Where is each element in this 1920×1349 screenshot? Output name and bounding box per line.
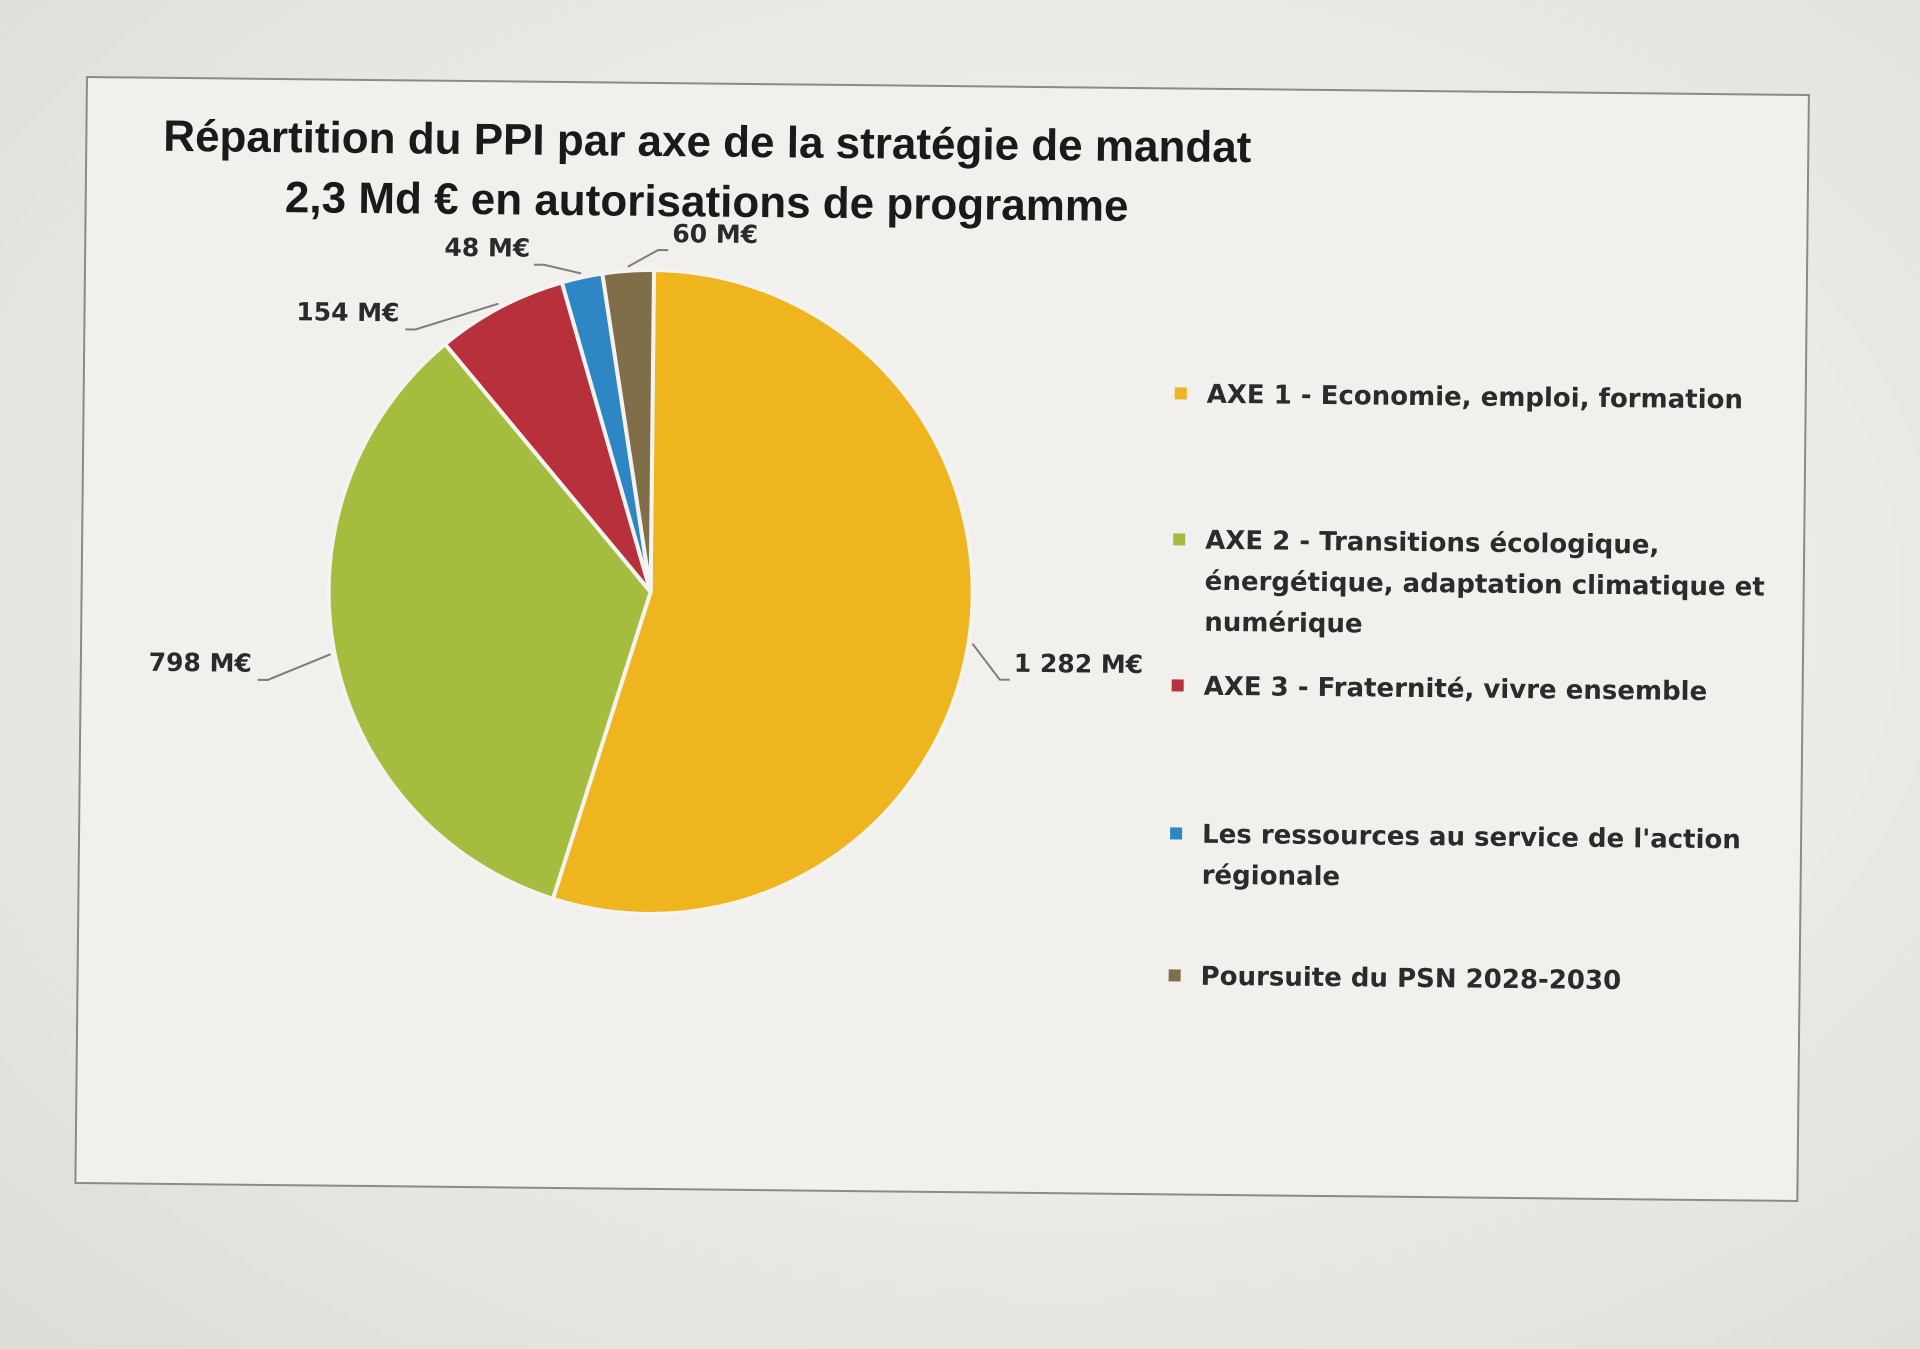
pie-slice-1 — [550, 267, 975, 916]
legend-item-ressources: Les ressources au service de l'action ré… — [1169, 814, 1770, 902]
legend-swatch — [1174, 387, 1187, 400]
pie-slice-5 — [600, 267, 657, 593]
legend-item-axe-3: AXE 3 - Fraternité, vivre ensemble — [1171, 666, 1771, 713]
pie-slice-3 — [442, 279, 653, 594]
legend-label: AXE 3 - Fraternité, vivre ensemble — [1203, 671, 1708, 708]
legend-swatch — [1168, 969, 1181, 982]
legend-item-psn: Poursuite du PSN 2028-2030 — [1168, 956, 1768, 1003]
pie-slices — [326, 267, 975, 916]
legend-swatch — [1170, 827, 1183, 840]
data-labels: 1 282 M€ 798 M€ 154 M€ 48 M€ 60 M€ — [149, 219, 1144, 679]
leader-lines — [257, 248, 1010, 681]
legend-label: AXE 2 - Transitions écologique, énergéti… — [1204, 525, 1765, 640]
legend-swatch — [1173, 533, 1186, 546]
chart-frame: Répartition du PPI par axe de la stratég… — [74, 76, 1810, 1202]
data-label-5: 60 M€ — [672, 219, 758, 249]
leader-line-5 — [627, 248, 669, 268]
legend-item-axe-2: AXE 2 - Transitions écologique, énergéti… — [1172, 520, 1773, 649]
legend-item-axe-1: AXE 1 - Economie, emploi, formation — [1174, 374, 1775, 421]
data-label-1: 1 282 M€ — [1014, 649, 1144, 679]
data-label-2: 798 M€ — [149, 648, 252, 678]
pie-chart: 1 282 M€ 798 M€ 154 M€ 48 M€ 60 M€ — [149, 219, 1144, 916]
data-label-4: 48 M€ — [444, 233, 530, 263]
legend-label: AXE 1 - Economie, emploi, formation — [1206, 379, 1744, 416]
leader-line-4 — [534, 263, 582, 275]
legend-label: Les ressources au service de l'action ré… — [1201, 819, 1741, 893]
data-label-3: 154 M€ — [296, 297, 399, 327]
leader-line-1 — [971, 643, 1010, 681]
leader-line-2 — [257, 653, 332, 681]
legend-label: Poursuite du PSN 2028-2030 — [1200, 961, 1622, 997]
legend-swatch — [1171, 679, 1184, 692]
pie-slice-2 — [326, 341, 653, 902]
leader-line-3 — [405, 302, 499, 331]
